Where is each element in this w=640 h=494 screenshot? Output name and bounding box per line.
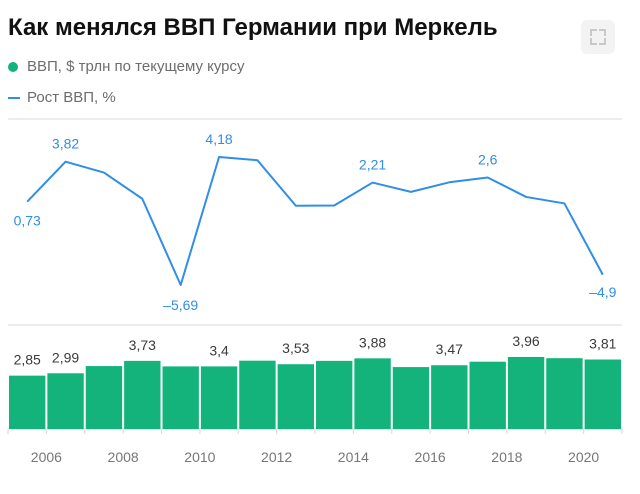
x-tick-label: 2006	[31, 449, 62, 465]
bar-value-label: 3,47	[436, 341, 463, 357]
legend-gdp-marker	[8, 62, 18, 72]
growth-value-label: 3,82	[52, 136, 79, 152]
bar-2011	[239, 360, 276, 429]
bar-value-label: 3,53	[282, 340, 309, 356]
bar-2013	[316, 360, 353, 429]
x-tick-label: 2012	[261, 449, 292, 465]
legend-growth-label: Рост ВВП, %	[27, 89, 116, 106]
bar-value-label: 3,4	[209, 342, 229, 358]
growth-line	[26, 156, 604, 286]
expand-icon	[590, 29, 606, 45]
bar-value-label: 3,73	[129, 337, 156, 353]
bar-2019	[546, 358, 583, 429]
bar-value-label: 2,85	[14, 352, 41, 368]
chart-title: Как менялся ВВП Германии при Меркель	[8, 14, 498, 41]
bar-2010	[200, 366, 238, 429]
bar-2008	[124, 360, 161, 429]
bar-2007	[85, 366, 123, 429]
bar-2014	[354, 358, 391, 429]
bar-value-label: 3,81	[589, 336, 616, 352]
growth-value-label: 4,18	[205, 131, 232, 147]
bar-value-label: 3,88	[359, 334, 386, 350]
bar-value-label: 2,99	[52, 349, 79, 365]
x-tick-label: 2020	[568, 449, 599, 465]
expand-button[interactable]	[581, 20, 615, 54]
bar-2015	[392, 367, 430, 429]
bar-2016	[431, 365, 468, 429]
bar-2012	[277, 364, 315, 429]
growth-value-label: –5,69	[163, 297, 198, 313]
x-tick-label: 2014	[338, 449, 369, 465]
legend-growth-marker	[8, 97, 20, 99]
bar-2020	[584, 359, 622, 429]
growth-value-label: 2,21	[359, 157, 386, 173]
bar-2017	[469, 361, 506, 429]
x-tick-label: 2010	[184, 449, 215, 465]
growth-value-label: 0,73	[14, 213, 41, 229]
x-tick-label: 2018	[491, 449, 522, 465]
bar-2009	[162, 366, 199, 429]
growth-value-label: 2,6	[478, 151, 498, 167]
bar-2006	[47, 373, 84, 429]
bar-2005	[9, 375, 46, 429]
growth-value-label: –4,9	[589, 284, 616, 300]
bar-value-label: 3,96	[512, 333, 539, 349]
legend-gdp-label: ВВП, $ трлн по текущему курсу	[27, 58, 245, 75]
x-tick-label: 2008	[108, 449, 139, 465]
x-tick-label: 2016	[415, 449, 446, 465]
bar-2018	[507, 357, 545, 429]
